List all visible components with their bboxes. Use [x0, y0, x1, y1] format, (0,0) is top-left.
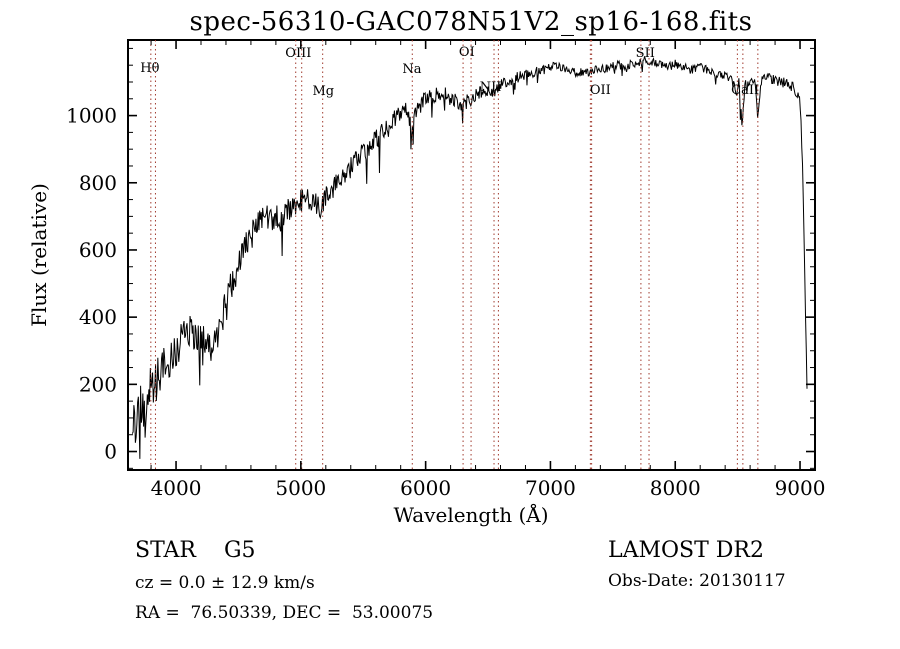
spectrum-trace: [131, 56, 808, 459]
line-label-Hθ: Hθ: [140, 61, 159, 76]
x-tick-label: 6000: [400, 476, 451, 500]
y-axis-label: Flux (relative): [27, 183, 51, 327]
line-label-OI: OI: [459, 45, 475, 60]
line-label-SII: SII: [636, 46, 655, 61]
ra-dec-text: RA = 76.50339, DEC = 53.00075: [135, 603, 433, 623]
cz-value-text: cz = 0.0 ± 12.9 km/s: [135, 573, 315, 593]
x-tick-label: 7000: [525, 476, 576, 500]
line-label-CaII: CaII: [731, 83, 759, 98]
line-label-OIII: OIII: [285, 46, 311, 61]
line-label-Na: Na: [402, 62, 421, 77]
y-tick-label: 0: [104, 440, 117, 464]
line-label-Mg: Mg: [312, 84, 334, 99]
obs-date-text: Obs-Date: 20130117: [608, 571, 786, 591]
x-axis-label: Wavelength (Å): [393, 502, 548, 527]
y-tick-label: 600: [79, 238, 117, 262]
plot-title: spec-56310-GAC078N51V2_sp16-168.fits: [190, 7, 753, 37]
line-label-OII: OII: [590, 83, 611, 98]
y-tick-label: 400: [79, 305, 117, 329]
y-tick-label: 200: [79, 372, 117, 396]
x-tick-label: 9000: [775, 476, 826, 500]
line-label-NII: NII: [480, 80, 502, 95]
y-tick-label: 800: [79, 171, 117, 195]
x-tick-label: 8000: [650, 476, 701, 500]
y-tick-label: 1000: [66, 104, 117, 128]
survey-name-text: LAMOST DR2: [608, 538, 764, 563]
x-tick-label: 4000: [151, 476, 202, 500]
object-class-text: STAR G5: [135, 538, 256, 563]
x-tick-label: 5000: [275, 476, 326, 500]
